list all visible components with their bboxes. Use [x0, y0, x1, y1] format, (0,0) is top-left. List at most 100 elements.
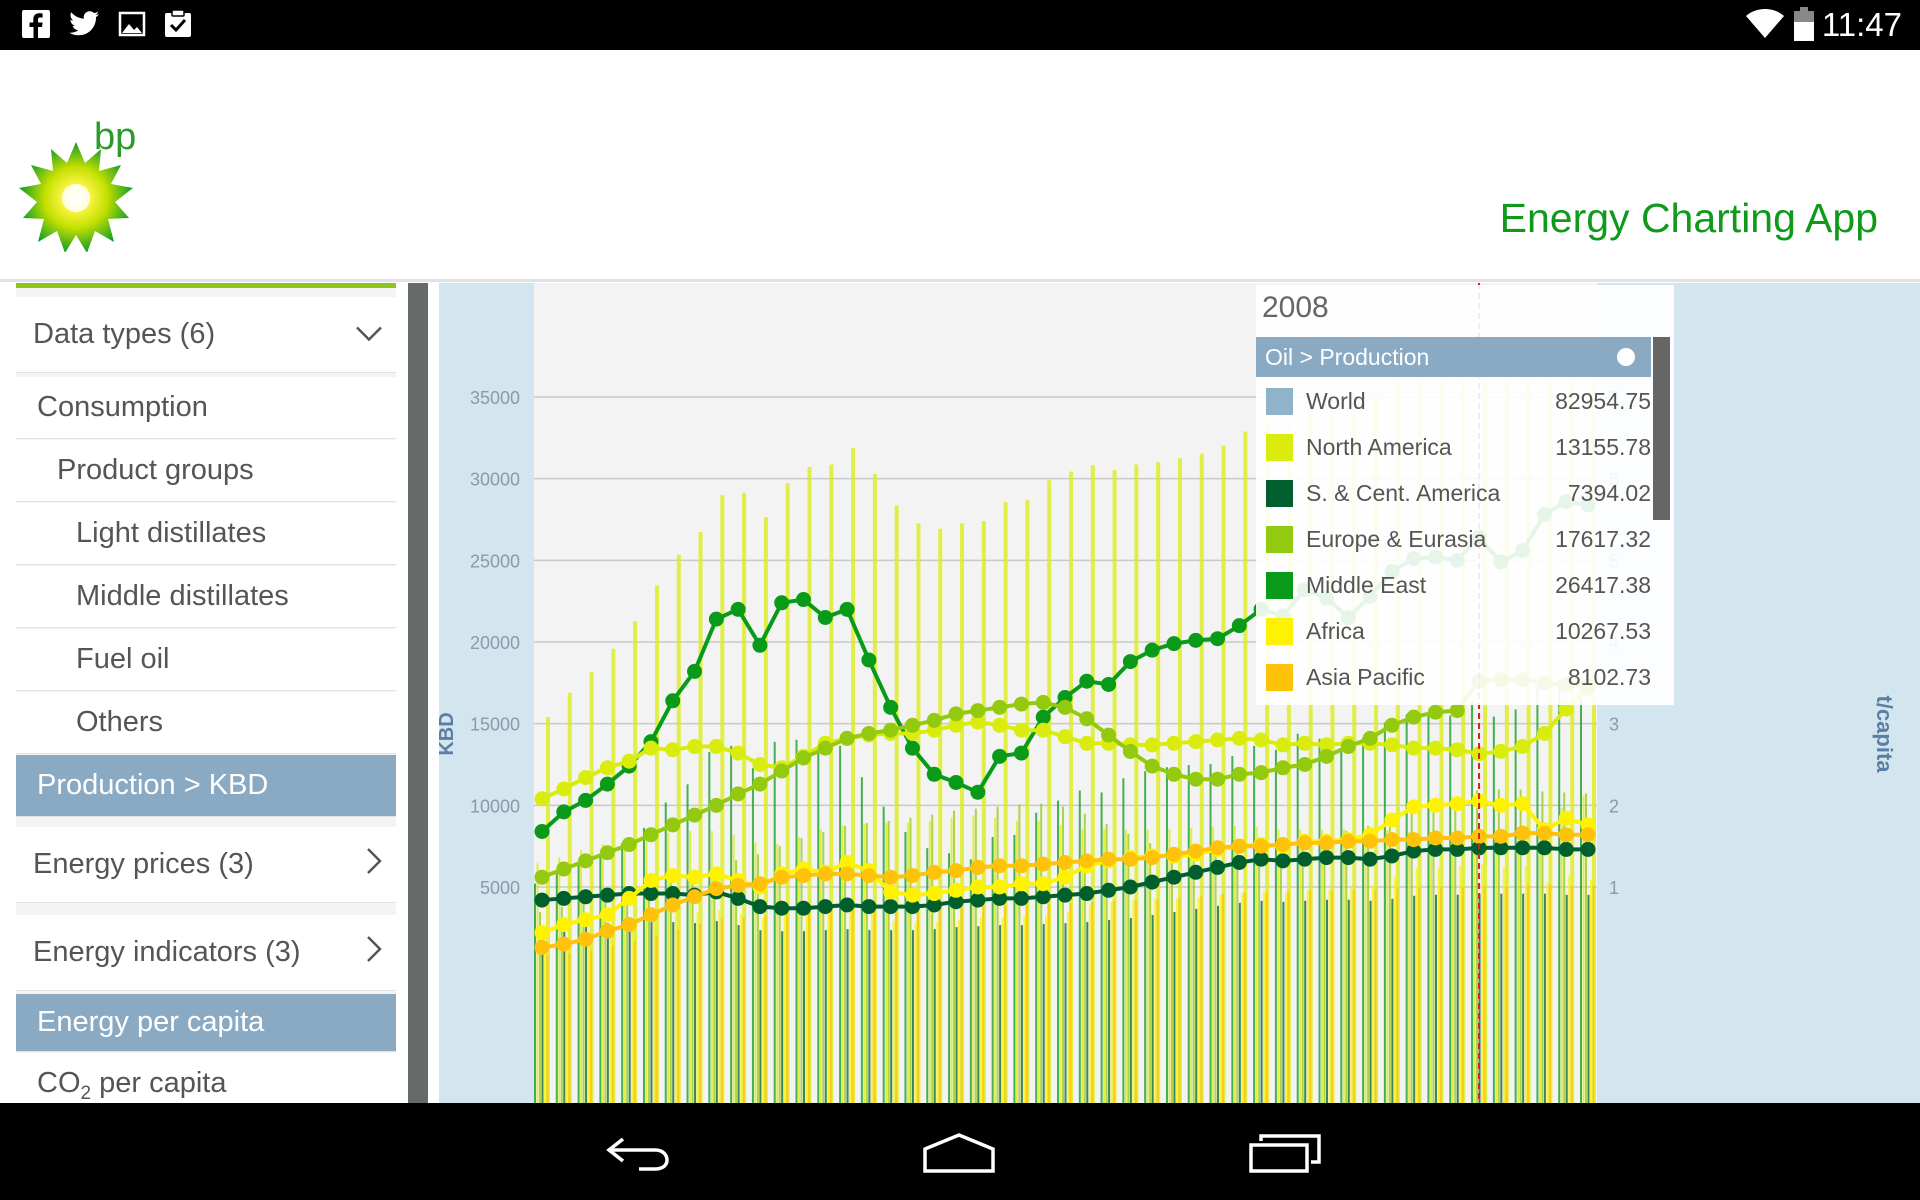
data-point[interactable] — [1144, 737, 1160, 753]
data-point[interactable] — [621, 917, 637, 933]
data-point[interactable] — [534, 869, 550, 885]
data-point[interactable] — [796, 750, 811, 766]
data-point[interactable] — [1319, 737, 1334, 753]
data-point[interactable] — [926, 886, 942, 902]
sidebar-item-consumption[interactable]: Consumption — [16, 377, 396, 439]
data-point[interactable] — [1079, 673, 1095, 689]
data-point[interactable] — [708, 866, 724, 882]
data-point[interactable] — [1406, 799, 1422, 815]
data-point[interactable] — [1079, 886, 1095, 902]
data-point[interactable] — [1253, 732, 1269, 748]
data-point[interactable] — [992, 890, 1008, 906]
data-point[interactable] — [1035, 889, 1051, 905]
data-point[interactable] — [1297, 735, 1313, 751]
data-point[interactable] — [643, 827, 659, 843]
data-point[interactable] — [599, 760, 615, 776]
data-point[interactable] — [970, 714, 986, 730]
data-point[interactable] — [1536, 840, 1552, 856]
data-point[interactable] — [1166, 846, 1182, 862]
data-point[interactable] — [1319, 850, 1334, 866]
data-point[interactable] — [1101, 676, 1117, 692]
data-point[interactable] — [970, 703, 986, 719]
data-point[interactable] — [774, 869, 790, 885]
data-point[interactable] — [1101, 727, 1117, 743]
data-point[interactable] — [1057, 729, 1073, 745]
data-point[interactable] — [556, 804, 572, 820]
data-point[interactable] — [556, 781, 572, 797]
data-point[interactable] — [1210, 771, 1226, 787]
data-point[interactable] — [1013, 696, 1029, 712]
data-point[interactable] — [1493, 797, 1509, 813]
data-point[interactable] — [1035, 709, 1051, 725]
data-point[interactable] — [839, 897, 855, 913]
data-point[interactable] — [774, 763, 790, 779]
data-point[interactable] — [621, 837, 637, 853]
data-point[interactable] — [817, 610, 833, 625]
data-point[interactable] — [556, 890, 572, 906]
data-point[interactable] — [1406, 843, 1422, 859]
data-point[interactable] — [687, 739, 703, 755]
data-point[interactable] — [730, 877, 746, 893]
data-point[interactable] — [599, 923, 615, 939]
data-point[interactable] — [839, 601, 855, 617]
data-point[interactable] — [926, 712, 942, 728]
data-point[interactable] — [1558, 841, 1574, 857]
data-point[interactable] — [1536, 825, 1552, 841]
data-point[interactable] — [556, 917, 572, 933]
data-point[interactable] — [1449, 703, 1465, 719]
data-point[interactable] — [774, 595, 790, 611]
data-point[interactable] — [1384, 717, 1400, 733]
data-point[interactable] — [1406, 740, 1422, 756]
production-chart[interactable]: 3500030000250002000015000100005000765432… — [408, 283, 1920, 1103]
data-point[interactable] — [1210, 631, 1226, 647]
data-point[interactable] — [883, 899, 899, 915]
data-point[interactable] — [1035, 694, 1051, 710]
data-point[interactable] — [904, 899, 920, 915]
data-point[interactable] — [621, 890, 637, 906]
data-point[interactable] — [948, 774, 964, 790]
sidebar-item-middle-distillates[interactable]: Middle distillates — [16, 566, 396, 628]
data-point[interactable] — [1231, 855, 1247, 870]
data-point[interactable] — [1493, 840, 1509, 856]
data-point[interactable] — [556, 936, 572, 952]
data-point[interactable] — [534, 939, 550, 955]
data-point[interactable] — [1188, 771, 1204, 787]
data-point[interactable] — [817, 740, 833, 756]
data-point[interactable] — [730, 601, 746, 617]
data-point[interactable] — [1122, 879, 1138, 895]
data-point[interactable] — [1449, 796, 1465, 812]
data-point[interactable] — [1231, 618, 1247, 634]
data-point[interactable] — [1057, 855, 1073, 870]
data-point[interactable] — [1384, 812, 1400, 828]
data-point[interactable] — [839, 730, 855, 746]
data-point[interactable] — [1275, 837, 1291, 853]
data-point[interactable] — [1536, 725, 1552, 741]
data-point[interactable] — [643, 872, 659, 888]
data-point[interactable] — [1079, 711, 1095, 727]
data-point[interactable] — [1122, 654, 1138, 670]
data-point[interactable] — [1210, 840, 1226, 856]
data-point[interactable] — [730, 890, 746, 906]
data-point[interactable] — [1427, 740, 1443, 756]
data-point[interactable] — [1013, 722, 1029, 738]
data-point[interactable] — [1362, 730, 1378, 746]
sidebar-item-energy-per-capita[interactable]: Energy per capita — [16, 994, 396, 1052]
data-point[interactable] — [1340, 739, 1356, 755]
data-point[interactable] — [1231, 766, 1247, 782]
data-point[interactable] — [1319, 835, 1334, 851]
data-point[interactable] — [948, 882, 964, 898]
data-point[interactable] — [948, 863, 964, 879]
data-point[interactable] — [1013, 876, 1029, 892]
data-point[interactable] — [1384, 848, 1400, 864]
data-point[interactable] — [839, 866, 855, 882]
data-point[interactable] — [970, 879, 986, 895]
data-point[interactable] — [556, 861, 572, 877]
data-point[interactable] — [817, 899, 833, 915]
data-point[interactable] — [599, 907, 615, 923]
data-point[interactable] — [665, 817, 681, 833]
data-point[interactable] — [665, 897, 681, 913]
data-point[interactable] — [1275, 737, 1291, 753]
data-point[interactable] — [730, 745, 746, 761]
data-point[interactable] — [1580, 827, 1596, 843]
sidebar-item-others[interactable]: Others — [16, 692, 396, 754]
